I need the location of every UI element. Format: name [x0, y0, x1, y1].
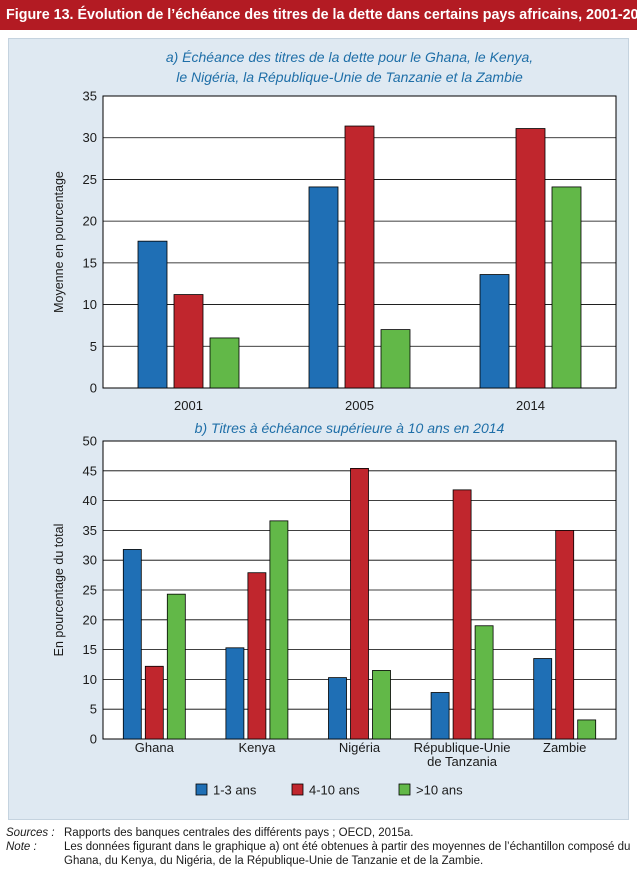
chart-2-x-tick-label: de Tanzania [427, 754, 498, 769]
chart-2-y-tick-label: 30 [83, 553, 97, 568]
chart-1-bar [137, 240, 168, 389]
legend-swatch [195, 783, 208, 796]
chart-1-bar [344, 125, 375, 389]
chart-1-bar [515, 128, 546, 389]
chart-2-x-tick-label: Kenya [238, 740, 276, 755]
chart-1-y-axis-label: Moyenne en pourcentage [52, 171, 66, 313]
chart-2-bar [144, 665, 164, 740]
legend-swatch [291, 783, 304, 796]
note-row: Note : Les données figurant dans le grap… [6, 840, 631, 868]
chart-2-bar [474, 625, 494, 740]
chart-2-y-tick-label: 15 [83, 642, 97, 657]
chart-2-y-axis-label: En pourcentage du total [52, 524, 66, 657]
chart-1-y-tick-label: 15 [83, 255, 97, 270]
chart-2-bar [372, 670, 391, 740]
chart-2-title-line: b) Titres à échéance supérieure à 10 ans… [195, 420, 505, 436]
chart-1-y-tick-label: 30 [83, 130, 97, 145]
chart-2-y-tick-label: 35 [83, 523, 97, 538]
chart-2-y-tick-label: 10 [83, 672, 97, 687]
chart-1-y-tick-label: 20 [83, 214, 97, 229]
chart-2-x-tick-label: Ghana [135, 740, 175, 755]
sources-text: Rapports des banques centrales des diffé… [64, 827, 414, 839]
chart-1-bar [173, 294, 204, 389]
chart-2-bar [166, 593, 186, 740]
chart-2-y-tick-label: 40 [83, 493, 97, 508]
sources-row: Sources : Rapports des banques centrales… [6, 826, 631, 840]
chart-2-bar [247, 572, 267, 740]
chart-2-x-tick-label: Zambie [543, 740, 586, 755]
legend-label: 1-3 ans [213, 783, 257, 798]
note-text: Les données figurant dans le graphique a… [64, 841, 631, 867]
chart-2-x-tick-label: République-Unie [414, 740, 511, 755]
chart-1-bar [551, 186, 582, 389]
chart-2-bar [225, 647, 245, 740]
charts-svg: a) Échéance des titres de la dette pour … [52, 49, 617, 798]
chart-1-bar [380, 329, 411, 389]
chart-2-y-tick-label: 0 [90, 732, 97, 747]
chart-1-title-line: a) Échéance des titres de la dette pour … [166, 49, 533, 65]
note-label: Note : [6, 841, 37, 853]
chart-2-y-tick-label: 20 [83, 612, 97, 627]
legend-label: >10 ans [416, 783, 463, 798]
chart-2-x-tick-label: Nigéria [339, 740, 381, 755]
chart-2-y-tick-label: 5 [90, 702, 97, 717]
chart-2-y-tick-label: 25 [83, 583, 97, 598]
sources-label: Sources : [6, 827, 55, 839]
chart-1-x-tick-label: 2001 [174, 398, 203, 413]
chart-2-bar [452, 489, 472, 740]
chart-2-bar [328, 677, 347, 740]
chart-1-bar [308, 186, 339, 389]
footer: Sources : Rapports des banques centrales… [6, 826, 631, 868]
chart-1-bar [209, 337, 240, 389]
chart-1-y-tick-label: 10 [83, 297, 97, 312]
chart-1-y-tick-label: 25 [83, 172, 97, 187]
legend-label: 4-10 ans [309, 783, 360, 798]
chart-2-y-tick-label: 50 [83, 434, 97, 449]
chart-1-bar [479, 274, 510, 389]
chart-2-bar [269, 520, 289, 740]
chart-2-bar [577, 719, 597, 740]
chart-1-y-tick-label: 5 [90, 339, 97, 354]
chart-1-y-tick-label: 0 [90, 381, 97, 396]
chart-2-bar [555, 530, 575, 740]
chart-1-title-line: le Nigéria, la République-Unie de Tanzan… [176, 69, 523, 85]
figure-title: Figure 13. Évolution de l’échéance des t… [0, 0, 637, 30]
chart-2-bar [430, 692, 450, 740]
chart-2-bar [533, 658, 553, 740]
chart-1-x-tick-label: 2005 [345, 398, 374, 413]
chart-1-x-tick-label: 2014 [516, 398, 545, 413]
chart-1-y-tick-label: 35 [83, 89, 97, 104]
chart-2-y-tick-label: 45 [83, 463, 97, 478]
legend-swatch [398, 783, 411, 796]
chart-2-bar [350, 468, 369, 740]
chart-2-bar [122, 549, 142, 740]
